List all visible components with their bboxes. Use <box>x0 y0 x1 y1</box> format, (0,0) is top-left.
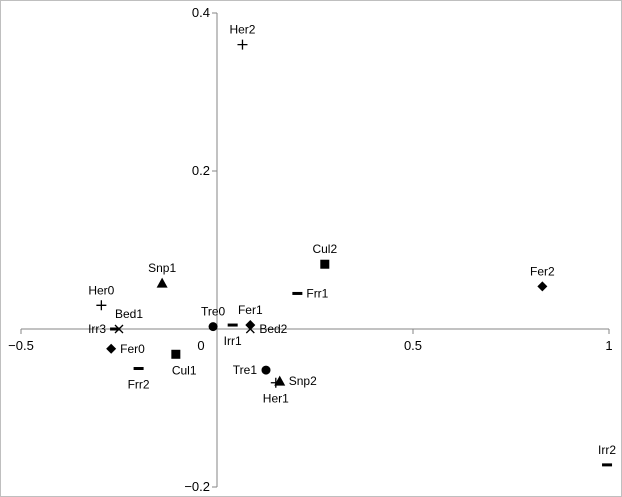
point-label: Cul1 <box>172 363 197 377</box>
point-her0: Her0 <box>88 283 115 311</box>
dash-marker <box>133 367 144 370</box>
triangle-marker <box>156 277 168 288</box>
point-label: Irr2 <box>598 443 616 457</box>
y-tick-label: −0.2 <box>184 479 210 494</box>
point-label: Cul2 <box>312 242 337 256</box>
dash-marker <box>292 291 303 295</box>
point-her2: Her2 <box>229 23 256 50</box>
point-label: Bed2 <box>259 322 287 336</box>
point-label: Her1 <box>263 392 289 406</box>
point-label: Fer0 <box>120 342 145 356</box>
point-tre1: Tre1 <box>233 363 271 377</box>
x-tick-label: 1 <box>605 338 612 353</box>
y-tick-label: 0.2 <box>192 163 210 178</box>
diamond-marker <box>537 281 548 292</box>
point-fer1: Fer1 <box>238 303 263 331</box>
point-label: Fer2 <box>530 264 555 278</box>
point-fer2: Fer2 <box>530 264 555 292</box>
tick-labels-layer: −0.5 0 0.5 1 −0.2 0.2 0.4 <box>8 5 612 494</box>
point-label: Snp1 <box>148 261 176 275</box>
x-tick-label: 0 <box>197 338 204 353</box>
point-irr1: Irr1 <box>224 323 242 348</box>
point-label: Her0 <box>88 283 114 297</box>
circle-marker <box>261 365 271 375</box>
plus-marker <box>237 39 248 50</box>
plus-marker <box>270 377 281 388</box>
diamond-marker <box>245 320 256 331</box>
cross-marker <box>245 324 255 334</box>
plus-marker <box>96 300 107 311</box>
point-label: Irr3 <box>88 322 106 336</box>
square-marker <box>171 349 181 359</box>
point-label: Irr1 <box>224 334 242 348</box>
x-tick-label: −0.5 <box>8 338 34 353</box>
circle-marker <box>208 322 218 332</box>
point-bed2: Bed2 <box>245 322 288 336</box>
point-cul2: Cul2 <box>312 242 337 269</box>
point-label: Frr1 <box>306 286 328 300</box>
point-label: Frr2 <box>128 378 150 392</box>
point-her1: Her1 <box>263 377 289 406</box>
point-label: Bed1 <box>115 307 143 321</box>
point-fer0: Fer0 <box>106 342 145 356</box>
y-tick-label: 0.4 <box>192 5 210 20</box>
point-label: Tre1 <box>233 363 258 377</box>
dash-marker <box>227 323 238 327</box>
x-tick-label: 0.5 <box>404 338 422 353</box>
point-tre0: Tre0 <box>201 305 226 332</box>
point-frr1: Frr1 <box>292 286 329 300</box>
point-label: Snp2 <box>289 374 317 388</box>
point-snp2: Snp2 <box>274 374 317 388</box>
square-marker <box>320 259 330 269</box>
point-irr3: Irr3 <box>88 322 121 336</box>
diamond-marker <box>106 343 117 354</box>
point-label: Her2 <box>229 23 255 37</box>
point-cul1: Cul1 <box>171 349 197 377</box>
point-label: Tre0 <box>201 305 226 319</box>
point-label: Fer1 <box>238 303 263 317</box>
point-snp1: Snp1 <box>148 261 176 288</box>
point-frr2: Frr2 <box>128 367 150 392</box>
point-irr2: Irr2 <box>598 443 616 467</box>
dash-marker <box>602 463 613 467</box>
dash-marker <box>110 327 121 331</box>
